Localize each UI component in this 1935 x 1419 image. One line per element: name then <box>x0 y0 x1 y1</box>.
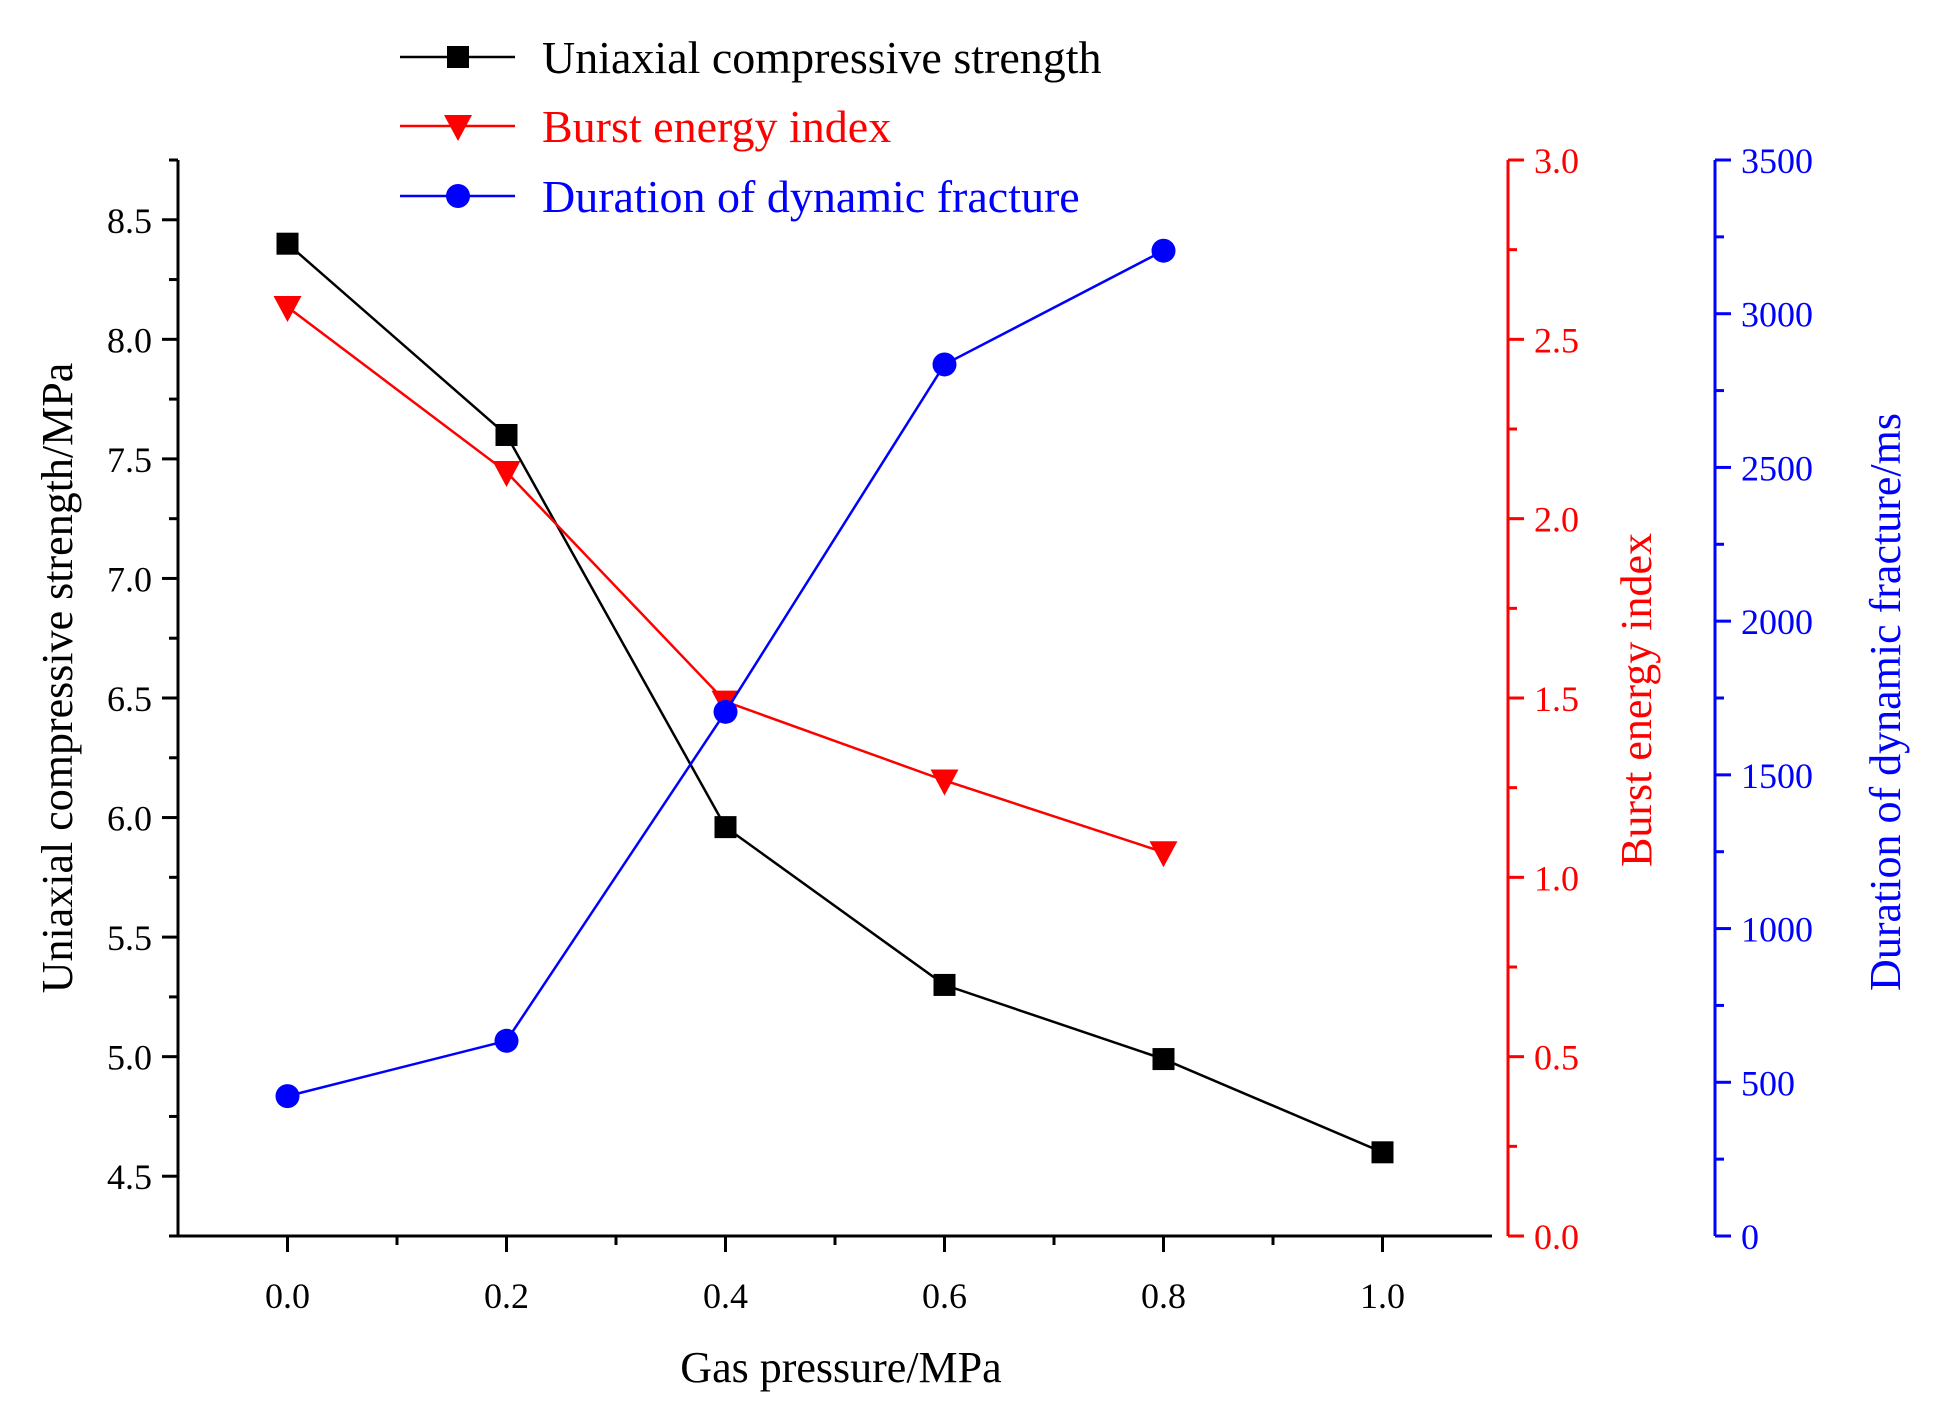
right1-tick-label: 0.0 <box>1534 1217 1579 1257</box>
right2-tick-label: 0 <box>1741 1217 1759 1257</box>
legend-uniaxial-compressive-strength-label: Uniaxial compressive strength <box>542 32 1102 83</box>
legend-duration-of-dynamic-fracture-marker <box>446 184 470 208</box>
duration-of-dynamic-fracture-point <box>494 1028 519 1053</box>
x-tick-label: 0.2 <box>484 1276 529 1316</box>
right1-axis-title: Burst energy index <box>1612 533 1661 867</box>
x-tick-label: 0.4 <box>703 1276 748 1316</box>
right2-tick-label: 2000 <box>1741 602 1813 642</box>
legend-burst-energy-index-label: Burst energy index <box>542 101 891 152</box>
left-tick-label: 8.5 <box>107 201 152 241</box>
left-tick-label: 5.5 <box>107 918 152 958</box>
right2-tick-label: 3000 <box>1741 295 1813 335</box>
legend-burst-energy-index-marker <box>444 115 472 141</box>
uniaxial-compressive-strength-line <box>286 242 1383 1154</box>
duration-of-dynamic-fracture-line <box>287 249 1165 1098</box>
legend-uniaxial-compressive-strength-marker <box>447 46 469 68</box>
left-tick-label: 5.0 <box>107 1038 152 1078</box>
right1-tick-label: 1.5 <box>1534 679 1579 719</box>
uniaxial-compressive-strength-point <box>1371 1141 1394 1164</box>
burst-energy-index-point <box>492 461 521 488</box>
right2-tick-label: 3500 <box>1741 141 1813 181</box>
left-tick-label: 6.0 <box>107 799 152 839</box>
x-tick-label: 0.8 <box>1141 1276 1186 1316</box>
right2-tick-label: 1000 <box>1741 910 1813 950</box>
duration-of-dynamic-fracture-point <box>932 352 957 377</box>
right2-tick-label: 2500 <box>1741 448 1813 488</box>
left-axis-title: Uniaxial compressive strength/MPa <box>33 363 82 994</box>
uniaxial-compressive-strength-point <box>276 232 299 255</box>
left-tick-label: 7.5 <box>107 440 152 480</box>
uniaxial-compressive-strength-point <box>495 423 518 446</box>
legend: Uniaxial compressive strength Burst energ… <box>400 32 1102 222</box>
right2-axis-title: Duration of dynamic fracture/ms <box>1861 413 1910 991</box>
x-tick-label: 0.6 <box>922 1276 967 1316</box>
duration-of-dynamic-fracture-point <box>275 1084 300 1109</box>
uniaxial-compressive-strength-point <box>1152 1048 1175 1071</box>
duration-of-dynamic-fracture-point <box>1151 238 1176 263</box>
left-tick-label: 4.5 <box>107 1157 152 1197</box>
uniaxial-compressive-strength-point <box>714 816 737 839</box>
burst-energy-index-point <box>930 769 959 796</box>
duration-of-dynamic-fracture-point <box>713 699 738 724</box>
x-tick-label: 0.0 <box>265 1276 310 1316</box>
right2-tick-label: 500 <box>1741 1063 1795 1103</box>
x-tick-label: 1.0 <box>1360 1276 1405 1316</box>
left-tick-label: 7.0 <box>107 559 152 599</box>
uniaxial-compressive-strength-point <box>933 973 956 996</box>
left-tick-label: 6.5 <box>107 679 152 719</box>
burst-energy-index-point <box>273 296 302 323</box>
burst-energy-index-line <box>286 306 1164 854</box>
right1-tick-label: 2.0 <box>1534 500 1579 540</box>
legend-duration-of-dynamic-fracture-label: Duration of dynamic fracture <box>542 171 1080 222</box>
right1-tick-label: 0.5 <box>1534 1038 1579 1078</box>
left-tick-label: 8.0 <box>107 320 152 360</box>
axes-layer: 0.0 0.2 0.4 0.6 0.8 1.0 Gas pressure/MPa 4.5 5.0… <box>33 141 1910 1392</box>
x-axis-title: Gas pressure/MPa <box>680 1343 1001 1392</box>
right1-tick-label: 1.0 <box>1534 858 1579 898</box>
right1-tick-label: 2.5 <box>1534 320 1579 360</box>
burst-energy-index-point <box>1149 841 1178 868</box>
series-layer <box>273 232 1394 1164</box>
right1-tick-label: 3.0 <box>1534 141 1579 181</box>
right2-tick-label: 1500 <box>1741 756 1813 796</box>
